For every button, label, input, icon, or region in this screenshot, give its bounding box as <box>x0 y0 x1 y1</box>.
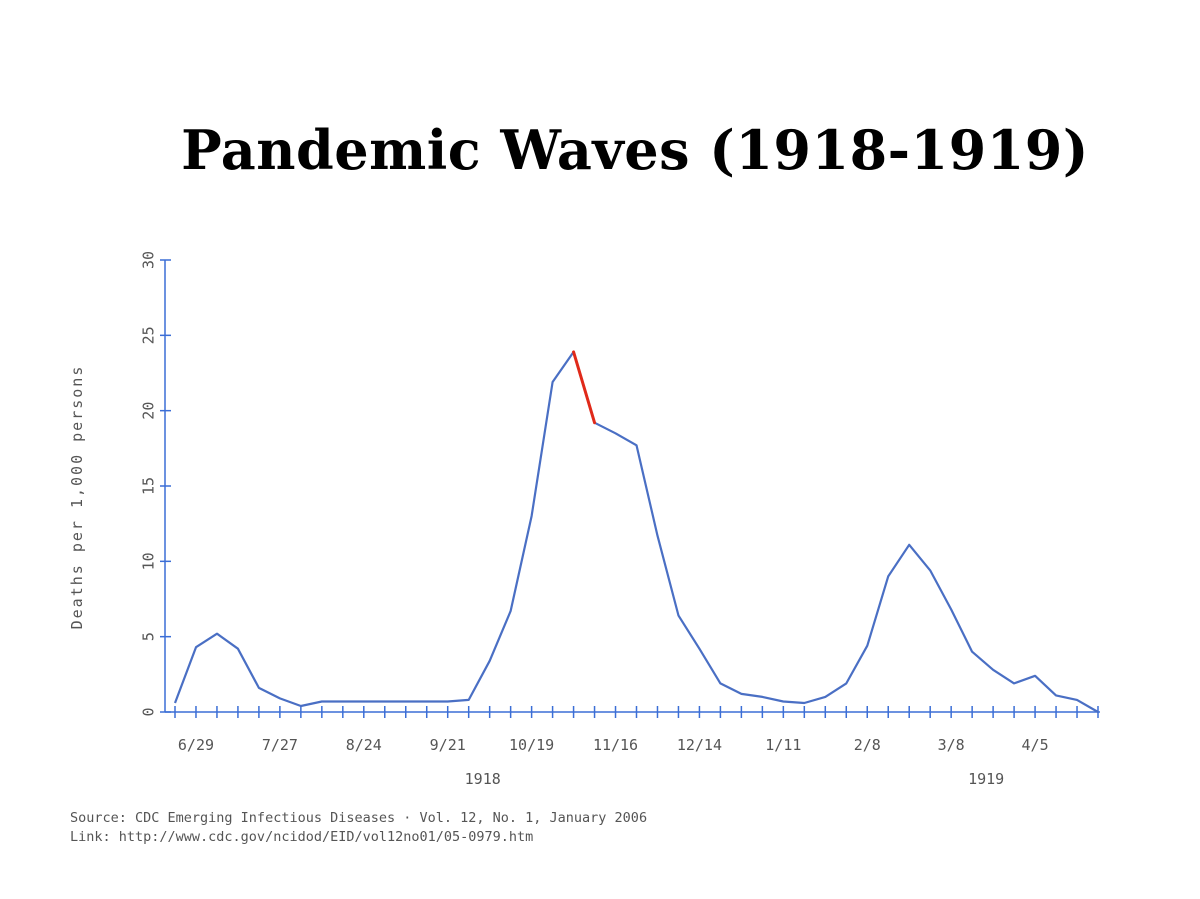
x-year-label: 1918 <box>465 770 501 788</box>
series-layer <box>173 350 1099 713</box>
y-axis-title: Deaths per 1,000 persons <box>68 365 86 630</box>
y-axis: 0 5 10 15 20 25 30 <box>140 251 171 717</box>
y-tick-label: 30 <box>140 251 158 269</box>
x-axis: 6/29 7/27 8/24 9/21 10/19 11/16 12/14 1/11 2/8 3/… <box>165 706 1100 788</box>
x-tick-label: 10/19 <box>509 736 554 754</box>
source-link: Link: http://www.cdc.gov/ncidod/EID/vol1… <box>70 829 534 845</box>
y-tick-label: 0 <box>140 707 158 716</box>
series-line <box>173 350 1099 713</box>
y-tick-label: 5 <box>140 632 158 641</box>
y-tick-label: 10 <box>140 552 158 570</box>
x-tick-label: 3/8 <box>938 736 965 754</box>
y-tick-label: 25 <box>140 326 158 344</box>
x-tick-label: 4/5 <box>1022 736 1049 754</box>
x-tick-label: 8/24 <box>346 736 382 754</box>
y-tick-label: 20 <box>140 402 158 420</box>
slide-title: Pandemic Waves (1918-1919) <box>181 118 1089 182</box>
x-tick-label: 12/14 <box>677 736 722 754</box>
x-tick-label: 11/16 <box>593 736 638 754</box>
x-tick-label: 1/11 <box>765 736 801 754</box>
x-tick-label: 6/29 <box>178 736 214 754</box>
y-tick-label: 15 <box>140 477 158 495</box>
x-year-label: 1919 <box>968 770 1004 788</box>
x-tick-label: 2/8 <box>854 736 881 754</box>
x-tick-label: 7/27 <box>262 736 298 754</box>
peak-highlight-segment <box>572 350 597 425</box>
source-citation: Source: CDC Emerging Infectious Diseases… <box>70 809 647 847</box>
x-tick-label: 9/21 <box>430 736 466 754</box>
source-line: Source: CDC Emerging Infectious Diseases… <box>70 810 648 826</box>
